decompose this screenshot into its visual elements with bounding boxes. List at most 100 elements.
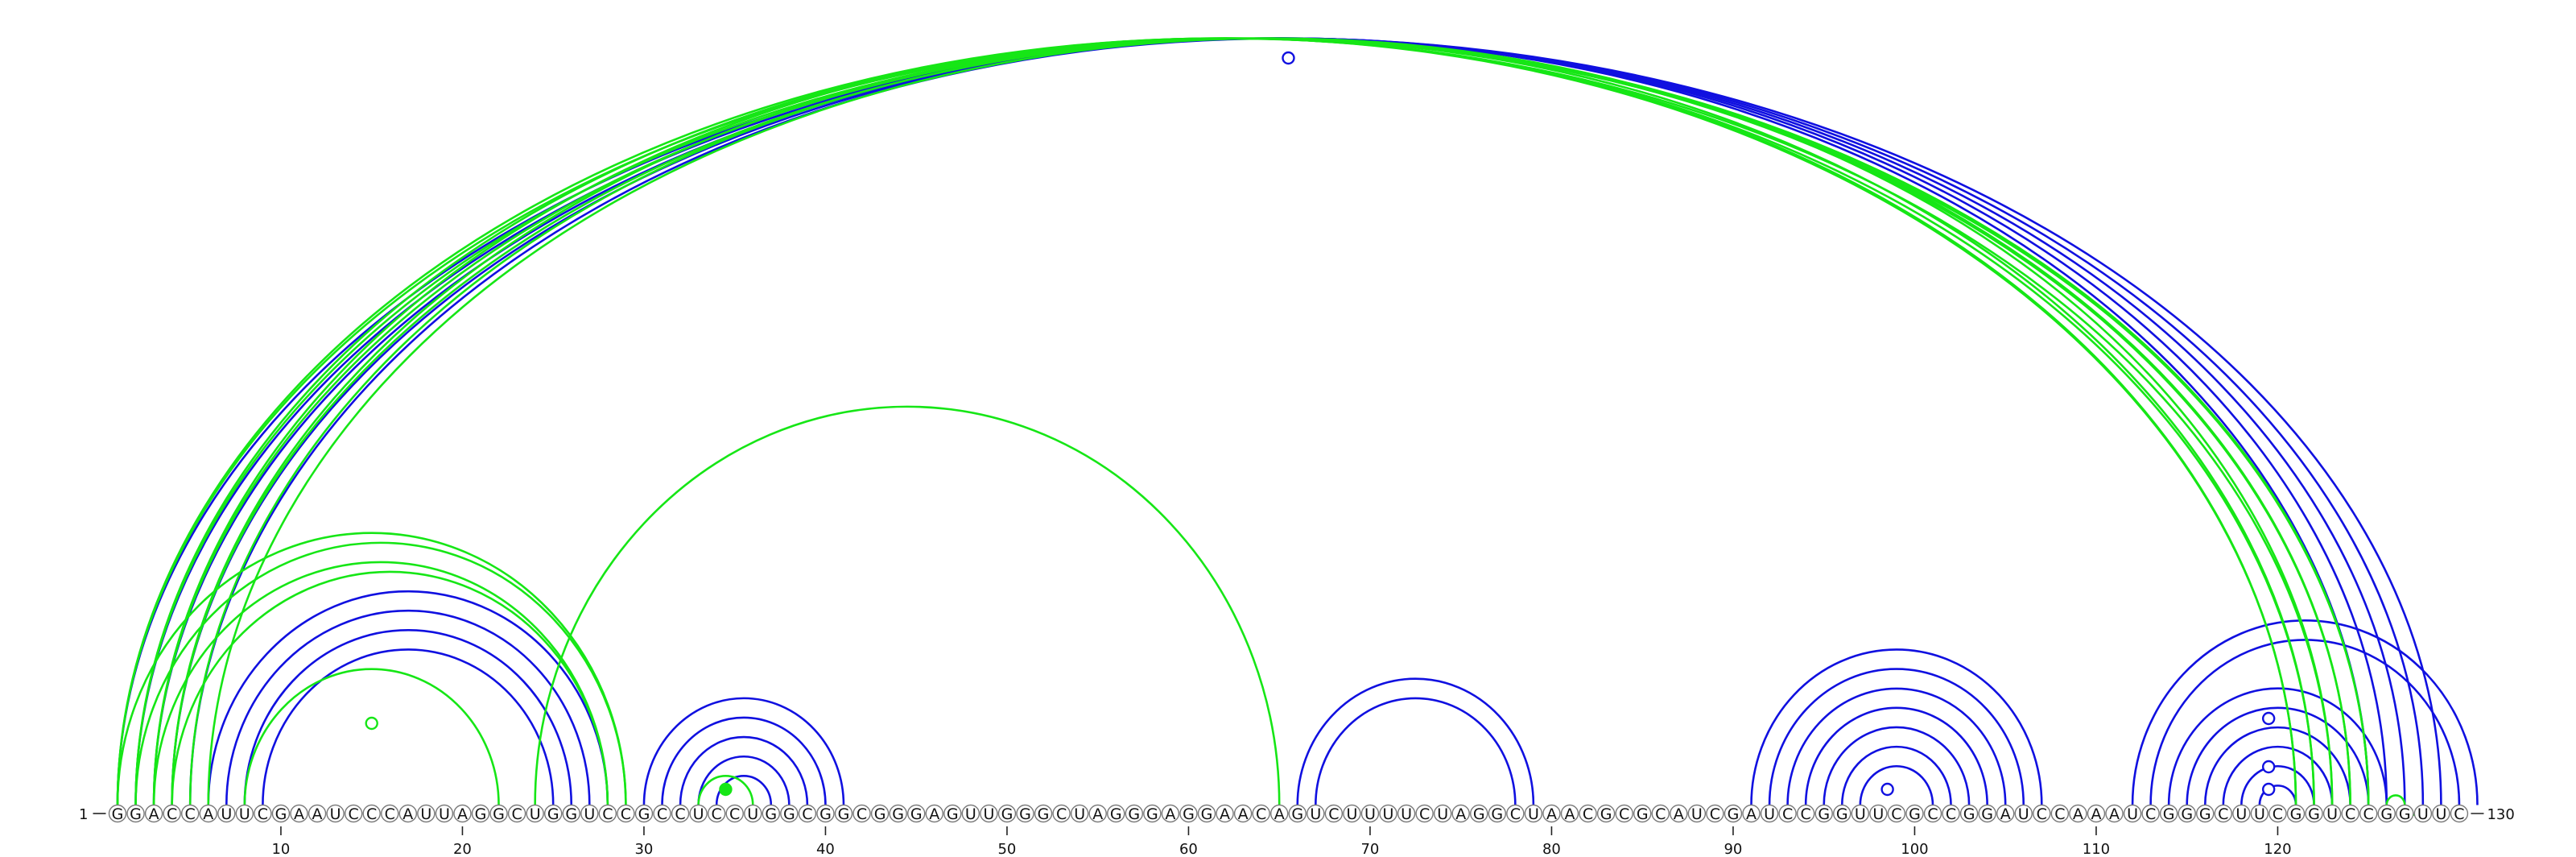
nucleotide-circle [217,804,236,823]
nucleotide-circle [1107,804,1125,823]
base-pair-arc-first [262,648,555,805]
nucleotide-letter: C [1655,805,1666,823]
axis-tick-label: 120 [2264,841,2291,857]
nucleotide-letter: A [149,805,159,823]
nucleotide-letter: A [203,805,213,823]
nucleotide: G [816,804,835,823]
nucleotide-circle [2087,804,2106,823]
nucleotide: C [2450,804,2469,823]
nucleotide: G [1179,804,1198,823]
nucleotide: G [126,804,145,823]
nucleotide-circle [1905,804,1924,823]
nucleotide-circle [2377,804,2396,823]
nucleotide-letter: A [2000,805,2011,823]
nucleotide-letter: C [729,805,740,823]
nucleotide-letter: G [1909,805,1921,823]
nucleotide: A [925,804,943,823]
base-pair-arc-second [116,532,627,805]
nucleotide: C [2268,804,2287,823]
nucleotide: C [362,804,381,823]
nucleotide-letter: C [349,805,359,823]
nucleotide-letter: U [2326,805,2338,823]
base-pair-arc-first [188,37,2370,805]
nucleotide-circle [1742,804,1761,823]
nucleotide: A [1233,804,1253,823]
nucleotide-letter: U [1528,805,1539,823]
nucleotide: C [1615,804,1633,823]
nucleotide-letter: U [239,805,250,823]
nucleotide: A [1269,804,1289,823]
nucleotide-letter: C [2363,805,2374,823]
base-pair-arc-first [1804,706,1988,805]
base-pair-arc-first [116,37,2442,805]
nucleotide-circle [1016,804,1034,823]
nucleotide-circle [1052,804,1071,823]
nucleotide-circle [762,804,780,823]
nucleotide-circle [1651,804,1670,823]
nucleotide-circle [199,804,217,823]
nucleotide-circle [1560,804,1579,823]
base-pair-arc-first [1768,668,2025,805]
nucleotide-letter: U [1364,805,1376,823]
nucleotide: U [980,804,998,823]
nucleotide-circle [1288,804,1307,823]
axis-tick-label: 20 [453,841,472,857]
nucleotide: U [1869,804,1888,823]
nucleotide-letter: U [1764,805,1775,823]
nucleotide: G [889,804,907,823]
nucleotide-letter: C [2145,805,2156,823]
nucleotide-circle [1923,804,1942,823]
nucleotide-circle [235,804,254,823]
nucleotide: C [2050,804,2070,823]
nucleotide-circle [271,804,291,823]
nucleotide-circle [290,804,308,823]
nucleotide-circle [2123,804,2142,823]
nucleotide-circle [2250,804,2269,823]
nucleotide: G [108,804,127,823]
nucleotide-letter: G [947,805,959,823]
nucleotide-letter: G [1110,805,1122,823]
nucleotide-circle [617,804,635,823]
base-pair-arc-second [116,37,2334,805]
sequence-end-label: 130 [2487,806,2514,823]
nucleotide: U [2413,804,2433,823]
nucleotide-letter: C [2345,805,2355,823]
nucleotide-letter: C [712,805,722,823]
nucleotide-letter: A [1674,805,1684,823]
nucleotide-letter: U [1383,805,1394,823]
nucleotide-letter: C [1782,805,1793,823]
nucleotide: G [1905,804,1924,823]
nucleotide-circle [1143,804,1162,823]
nucleotide: C [653,804,671,823]
nucleotide: G [562,804,580,823]
nucleotide-circle [1579,804,1597,823]
nucleotide-letter: G [565,805,577,823]
nucleotide-letter: C [1801,805,1811,823]
nucleotide-letter: G [1836,805,1848,823]
nucleotide: G [1034,804,1053,823]
nucleotide: U [580,804,599,823]
base-pair-arc-first [152,37,2406,805]
nucleotide-letter: G [112,805,124,823]
nucleotide: U [2123,804,2142,823]
nucleotide-letter: C [675,805,685,823]
nucleotide-letter: C [857,805,867,823]
nucleotide-letter: A [2073,805,2083,823]
base-pair-arc-second [534,405,1281,805]
nucleotide: G [2377,804,2396,823]
nucleotide-letter: G [874,805,886,823]
nucleotide-circle [1179,804,1198,823]
nucleotide-letter: U [221,805,232,823]
nucleotide: G [1107,804,1125,823]
nucleotide-circle [961,804,980,823]
nucleotide: C [1506,804,1525,823]
nucleotide: U [2432,804,2450,823]
nucleotide-letter: C [258,805,268,823]
nucleotide: U [526,804,544,823]
nucleotide: U [235,804,254,823]
nucleotide-letter: U [330,805,341,823]
nucleotide-letter: U [2417,805,2429,823]
nucleotide: U [2322,804,2342,823]
nucleotide-circle [1233,804,1253,823]
